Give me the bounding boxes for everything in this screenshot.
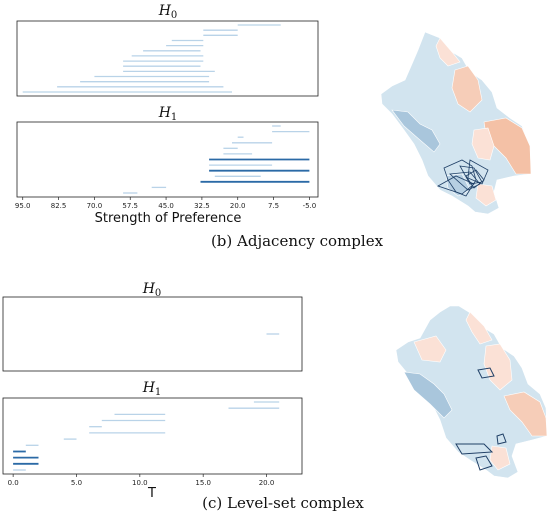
xtick-label: 32.5	[194, 202, 210, 210]
xtick-label: 10.0	[132, 479, 148, 487]
map-c-region-south-pink	[489, 445, 511, 471]
panel-b-h0-frame	[16, 20, 319, 97]
map-c-region-north-pink	[465, 311, 493, 345]
xtick-label: 82.5	[51, 202, 67, 210]
map-b-county-body	[380, 31, 532, 215]
map-b-region-south-pink	[475, 183, 497, 207]
xtick-label: 45.0	[158, 202, 174, 210]
xtick-label: -5.0	[303, 202, 317, 210]
map-b-cycle-5	[437, 175, 475, 195]
panel-b-h1: H1 95.0 82.5 70.0 57.5 45.0 32.5 20.0 7.5 -5.0 S…	[15, 105, 319, 226]
map-c-cycle-west	[455, 443, 494, 455]
panel-b-h0: H0	[16, 3, 319, 97]
panel-c-h1-title: H1	[142, 380, 162, 398]
panel-c-h0: H0	[2, 281, 303, 372]
panel-b-h1-bars	[123, 125, 310, 194]
xtick-label: 70.0	[87, 202, 103, 210]
map-b-cycle-6	[467, 159, 489, 185]
map-b	[380, 31, 532, 215]
map-b-region-darkstrip	[391, 109, 441, 153]
panel-b-h1-xticks: 95.0 82.5 70.0 57.5 45.0 32.5 20.0 7.5 -5.0	[15, 197, 316, 210]
xtick-label: 0.0	[8, 479, 19, 487]
map-c	[395, 305, 548, 479]
map-c-cycle-north	[477, 367, 495, 379]
map-c-cycle-south	[475, 455, 493, 471]
panel-c-xlabel: T	[147, 486, 156, 501]
panel-b-h1-frame	[16, 121, 319, 198]
panel-c-h1-xticks: 0.0 5.0 10.0 15.0 20.0	[8, 474, 275, 487]
panel-c-h1: H1 0.0 5.0 10.0 15.0 20.0 T	[2, 380, 303, 501]
map-b-cycles	[437, 159, 489, 197]
map-b-region-salmon	[451, 65, 483, 113]
panel-b-xlabel: Strength of Preference	[95, 211, 242, 226]
map-b-region-center-pink	[471, 127, 495, 161]
xtick-label: 15.0	[195, 479, 211, 487]
caption-c: (c) Level-set complex	[202, 494, 364, 512]
xtick-label: 20.0	[259, 479, 275, 487]
map-c-cycle-east	[496, 433, 507, 445]
xtick-label: 95.0	[15, 202, 31, 210]
panel-b-h0-bars	[22, 24, 281, 93]
map-c-region-darkstrip	[403, 371, 453, 419]
map-c-region-salmon	[483, 343, 513, 391]
map-b-cycle-1	[443, 159, 477, 197]
map-c-cycles	[455, 367, 507, 471]
panel-b-h0-title: H0	[158, 3, 178, 21]
xtick-label: 57.5	[122, 202, 138, 210]
xtick-label: 5.0	[71, 479, 82, 487]
panel-c-h0-title: H0	[142, 281, 162, 299]
caption-b: (b) Adjacency complex	[211, 232, 384, 250]
panel-c-h0-frame	[2, 296, 303, 372]
map-b-region-north-pink	[435, 37, 461, 67]
panel-b-h1-title: H1	[158, 105, 178, 123]
map-c-region-west-pink	[413, 335, 447, 363]
xtick-label: 7.5	[268, 202, 279, 210]
xtick-label: 20.0	[230, 202, 246, 210]
panel-c-h1-frame	[2, 397, 303, 475]
map-c-region-east-salmon	[503, 391, 548, 437]
panel-c-h1-bars	[13, 401, 280, 471]
